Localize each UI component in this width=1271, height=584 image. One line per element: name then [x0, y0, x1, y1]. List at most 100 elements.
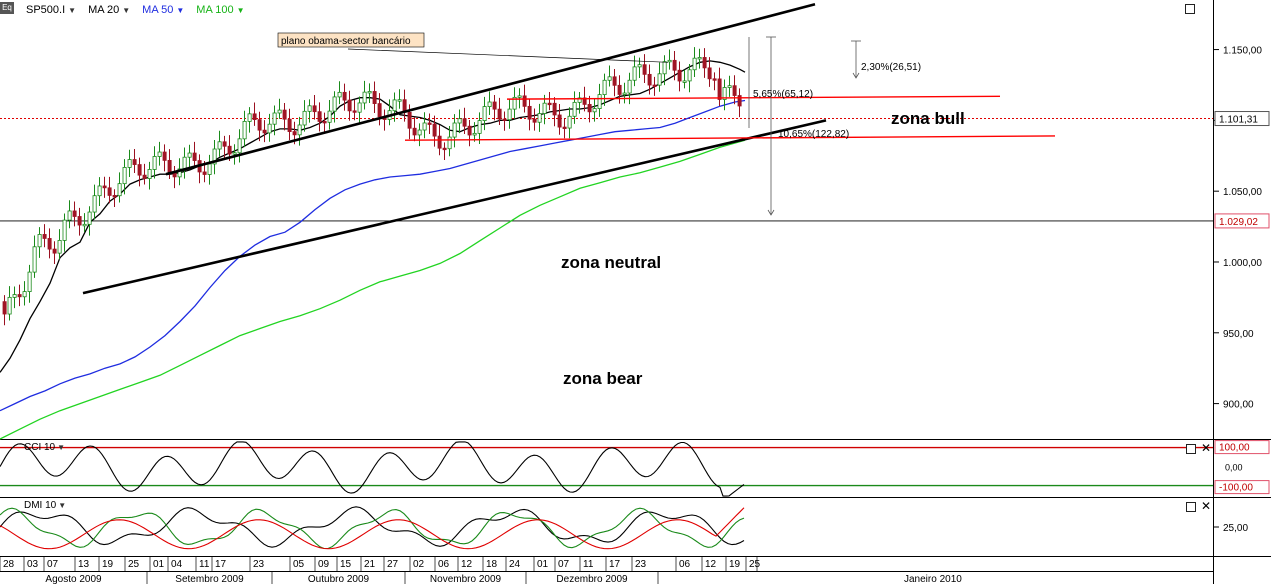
channel-trendline: [82, 119, 827, 295]
support-price-label: 1.029,02: [1219, 217, 1258, 228]
dmi-adx-line: [0, 506, 745, 548]
cci-line: [0, 441, 745, 497]
candle-body: [67, 210, 72, 221]
chevron-down-icon: ▼: [57, 443, 66, 452]
callout-text: plano obama-sector bancário: [281, 36, 411, 47]
cci-indicator-selector[interactable]: CCI 10 ▼: [24, 442, 65, 453]
symbol-selector[interactable]: SP500.I ▼: [26, 4, 76, 16]
dmi-indicator-selector[interactable]: DMI 10 ▼: [24, 500, 66, 511]
candle-body: [62, 219, 67, 241]
candle-body: [337, 91, 342, 98]
x-day-label: 09: [318, 559, 330, 570]
candle-body: [517, 95, 522, 98]
candle-body: [462, 118, 467, 127]
candle-body: [317, 111, 322, 122]
indicator-ma20[interactable]: MA 20 ▼: [88, 4, 130, 16]
x-day-label: 11: [199, 559, 210, 570]
candle-body: [297, 124, 302, 136]
candle-body: [347, 99, 352, 112]
candle-body: [277, 109, 282, 114]
last-price-box: [1214, 111, 1270, 127]
x-month-label: Novembro 2009: [430, 574, 502, 584]
cci-label: CCI 10: [24, 442, 56, 453]
candle-body: [662, 61, 667, 75]
indicator-ma50[interactable]: MA 50 ▼: [142, 4, 184, 16]
candle-body: [567, 115, 572, 129]
x-day-label: 23: [635, 559, 647, 570]
candle-body: [207, 163, 212, 175]
candle-body: [97, 185, 102, 197]
candle-body: [257, 119, 262, 131]
y-tick-label: 900,00: [1223, 400, 1254, 411]
candle-body: [582, 97, 587, 105]
candle-body: [427, 122, 432, 125]
candle-body: [287, 118, 292, 132]
support-price-box: [1214, 213, 1270, 229]
x-day-label: 17: [215, 559, 227, 570]
candle-body: [732, 85, 737, 96]
candle-body: [262, 129, 267, 134]
candle-body: [667, 59, 672, 63]
candle-body: [132, 159, 137, 165]
candle-body: [182, 156, 187, 170]
candle-body: [82, 223, 87, 227]
x-day-label: 05: [293, 559, 305, 570]
candle-body: [542, 102, 547, 114]
channel-trendline: [165, 2, 816, 176]
zone-neutral-label: zona neutral: [561, 253, 661, 272]
candle-body: [332, 96, 337, 112]
candle-body: [592, 108, 597, 113]
candle-body: [457, 118, 462, 124]
candle-body: [107, 187, 112, 196]
candle-body: [432, 123, 437, 137]
candle-body: [617, 84, 622, 95]
x-day-label: 01: [153, 559, 165, 570]
close-dmi-pane-icon[interactable]: ✕: [1201, 499, 1212, 513]
candle-body: [552, 102, 557, 116]
callout-box: [277, 32, 425, 48]
candle-body: [512, 96, 517, 110]
candle-body: [532, 118, 537, 123]
x-day-label: 06: [679, 559, 691, 570]
x-day-label: 27: [387, 559, 399, 570]
maximize-cci-pane-button[interactable]: [1186, 444, 1196, 454]
candle-body: [32, 246, 37, 273]
measure-arrow-small-head: [852, 72, 860, 79]
maximize-dmi-pane-button[interactable]: [1186, 502, 1196, 512]
candle-body: [187, 152, 192, 158]
symbol-label: SP500.I: [26, 4, 66, 16]
candle-body: [47, 238, 52, 250]
candle-body: [522, 95, 527, 107]
cci-lower-box: [1214, 480, 1270, 495]
x-month-label: Dezembro 2009: [556, 574, 628, 584]
candle-body: [577, 97, 582, 103]
candle-body: [392, 99, 397, 112]
x-day-label: 21: [364, 559, 376, 570]
candle-body: [252, 113, 257, 121]
candle-body: [547, 102, 552, 106]
x-day-label: 12: [461, 559, 473, 570]
candle-body: [307, 105, 312, 112]
candle-body: [167, 159, 172, 174]
candle-body: [312, 105, 317, 113]
candle-body: [292, 131, 297, 136]
indicator-ma100[interactable]: MA 100 ▼: [196, 4, 244, 16]
x-day-label: 04: [171, 559, 183, 570]
candle-body: [217, 141, 222, 150]
candle-body: [117, 183, 122, 197]
candle-body: [682, 80, 687, 83]
candle-body: [272, 112, 277, 125]
x-day-label: 01: [537, 559, 549, 570]
indicator-ma100-label: MA 100: [196, 4, 234, 16]
candle-body: [537, 113, 542, 123]
candle-body: [12, 294, 17, 298]
chevron-down-icon: ▼: [122, 5, 131, 15]
candle-body: [342, 91, 347, 101]
maximize-main-pane-button[interactable]: [1185, 4, 1195, 14]
measure-label-3: 10,65%(122,82): [778, 129, 849, 140]
candle-body: [507, 108, 512, 121]
candle-body: [7, 296, 12, 315]
close-cci-pane-icon[interactable]: ✕: [1201, 441, 1212, 455]
x-month-label: Outubro 2009: [308, 574, 370, 584]
candle-body: [247, 113, 252, 122]
